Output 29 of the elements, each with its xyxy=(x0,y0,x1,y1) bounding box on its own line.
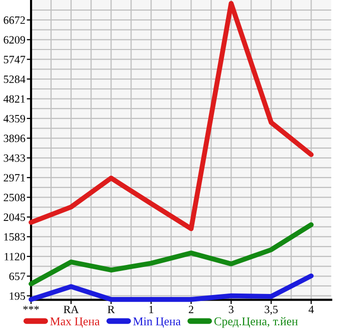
y-tick-label: 2508 xyxy=(4,194,26,202)
x-tick-label: 2 xyxy=(188,306,194,314)
y-tick-label: 3896 xyxy=(4,134,26,142)
y-tick-label: 657 xyxy=(9,272,26,280)
legend-label: Min Цена xyxy=(133,317,181,328)
x-tick-label: 3 xyxy=(228,306,234,314)
y-tick-label: 4821 xyxy=(3,95,25,103)
line-series xyxy=(28,273,314,302)
x-tick-label: 3,5 xyxy=(264,306,278,315)
legend-label: Max Цена xyxy=(50,317,100,328)
x-tick-label: R xyxy=(108,306,115,314)
y-tick-label: 5284 xyxy=(4,76,26,84)
y-tick-label: 3433 xyxy=(4,154,26,162)
x-tick-label: RA xyxy=(64,306,79,314)
y-tick-label: 1583 xyxy=(4,233,26,241)
x-tick-label: 1 xyxy=(149,306,154,314)
legend-label: Сред.Цена, т.йен xyxy=(214,317,298,328)
y-tick-label: 5747 xyxy=(4,56,26,64)
x-tick-label: 4 xyxy=(308,306,314,314)
y-tick-label: 6672 xyxy=(4,16,25,24)
y-tick-label: 6209 xyxy=(4,36,26,44)
y-tick-label: 2045 xyxy=(4,213,26,221)
y-tick-label: 2971 xyxy=(4,174,25,182)
y-tick-label: 4359 xyxy=(3,114,26,122)
y-tick-label: 195 xyxy=(10,292,26,300)
line-series xyxy=(28,0,314,232)
line-series xyxy=(28,222,314,286)
y-tick-label: 1120 xyxy=(4,252,26,260)
x-tick-label: *** xyxy=(23,306,39,310)
